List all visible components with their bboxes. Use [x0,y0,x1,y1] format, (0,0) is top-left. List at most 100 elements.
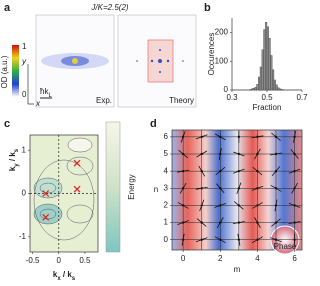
phase-arrow [214,203,227,208]
phase-arrow [179,182,187,194]
y-tick-label: 3 [164,183,169,192]
phase-arrow [293,130,297,143]
phase-arrow [252,166,263,176]
y-tick-label: 1 [22,145,27,154]
phase-arrow [177,169,190,173]
x-tick-label: 6 [292,254,297,263]
panel-label: c [4,118,10,130]
scale-label-part: ħk [40,87,49,96]
phase-arrow [290,149,299,159]
phase-arrow [251,185,264,191]
x-axis-label: Fraction [253,103,282,112]
bar [263,29,266,91]
axis-y-label: y [21,57,27,66]
phase-arrow [196,218,207,227]
phase-arrow [180,131,186,143]
phase-arrow [270,184,282,192]
phase-arrow [178,149,188,159]
phase-arrow [288,168,301,174]
phase-arrow [215,166,226,176]
phase-arrow [195,134,208,140]
phase-arrow [288,203,301,208]
x-axis-label-part: x [57,276,61,282]
bar [259,66,262,91]
x-tick-label: 0.5 [261,93,273,102]
y-tick-label: 200 [215,28,229,37]
y-tick-label: 4 [164,166,169,175]
y-tick-label: 0 [164,235,169,244]
phase-arrow [214,236,226,244]
phase-arrow [177,220,189,225]
bar [270,55,273,91]
exp-peak [72,58,78,64]
x-tick-label: 0 [181,254,186,263]
phase-arrow [288,221,301,225]
y-axis-label-part: y [14,163,20,167]
phase-arrow [252,236,263,244]
phase-arrow [252,202,263,209]
theory-peaks [136,49,184,73]
phase-arrow [236,182,242,195]
bar [266,26,269,91]
bar [277,87,280,91]
title: J/K=2.5(2) [90,3,128,12]
scale-label-part: L [48,93,52,99]
y-tick-label: 0 [224,85,229,94]
y-axis-label: ky / ks [8,148,19,171]
minimum-marker [42,190,50,197]
bar [251,88,254,91]
minimum-marker [73,159,81,167]
phase-arrow [234,201,244,210]
phase-arrow [216,183,225,194]
bar [265,22,268,91]
phase-arrow [271,166,281,176]
phase-arrow [274,199,278,212]
bar [261,49,264,91]
phase-arrow [254,217,261,228]
bar [275,84,278,91]
x-tick-label: 0.5 [79,256,91,265]
y-axis-label: Occurences [207,33,216,76]
y-axis-label-part: k [8,166,17,171]
exp-label: Exp. [96,96,112,105]
colorbar-label: Energy [127,174,136,199]
x-tick-label: 0 [57,256,62,265]
y-tick-label: 2 [164,201,169,210]
od-colorbar [12,45,19,97]
panel-label: a [4,2,11,14]
panel-label: d [150,118,157,130]
phase-arrow [177,202,189,209]
phase-arrow [270,237,282,243]
x-axis-label: kx / ks [53,270,76,281]
x-axis-label-part: s [72,276,76,282]
minimum-marker [73,185,81,193]
phase-arrow [271,218,281,227]
phase-arrow [216,217,224,228]
axis-x-label: x [35,99,41,108]
bar [254,86,257,91]
x-tick-label: 0.3 [226,93,238,102]
colorbar-tick: 0 [22,90,27,99]
minimum-marker [42,213,50,221]
inset-label: Phase [274,242,297,251]
bar [252,88,255,91]
theory-label: Theory [169,96,194,105]
y-axis-label-part: s [14,148,20,152]
phase-arrow [271,132,281,142]
y-axis-label-part: / k [8,152,17,164]
x-tick-label: 0.7 [296,93,308,102]
phase-arrow [233,151,245,157]
axes-arrows [27,64,34,105]
phase-arrow [199,199,205,212]
phase-inset [270,225,300,255]
phase-arrow [181,233,185,246]
phase-arrow [232,221,245,225]
energy-colorbar [105,121,121,253]
x-axis-label-part: / k [61,270,73,279]
y-tick-label: 100 [215,56,229,65]
phase-arrow [233,168,245,174]
x-tick-label: 2 [218,254,223,263]
colorbar-tick: 1 [22,42,27,51]
bar [280,89,283,91]
phase-arrow [254,148,261,160]
